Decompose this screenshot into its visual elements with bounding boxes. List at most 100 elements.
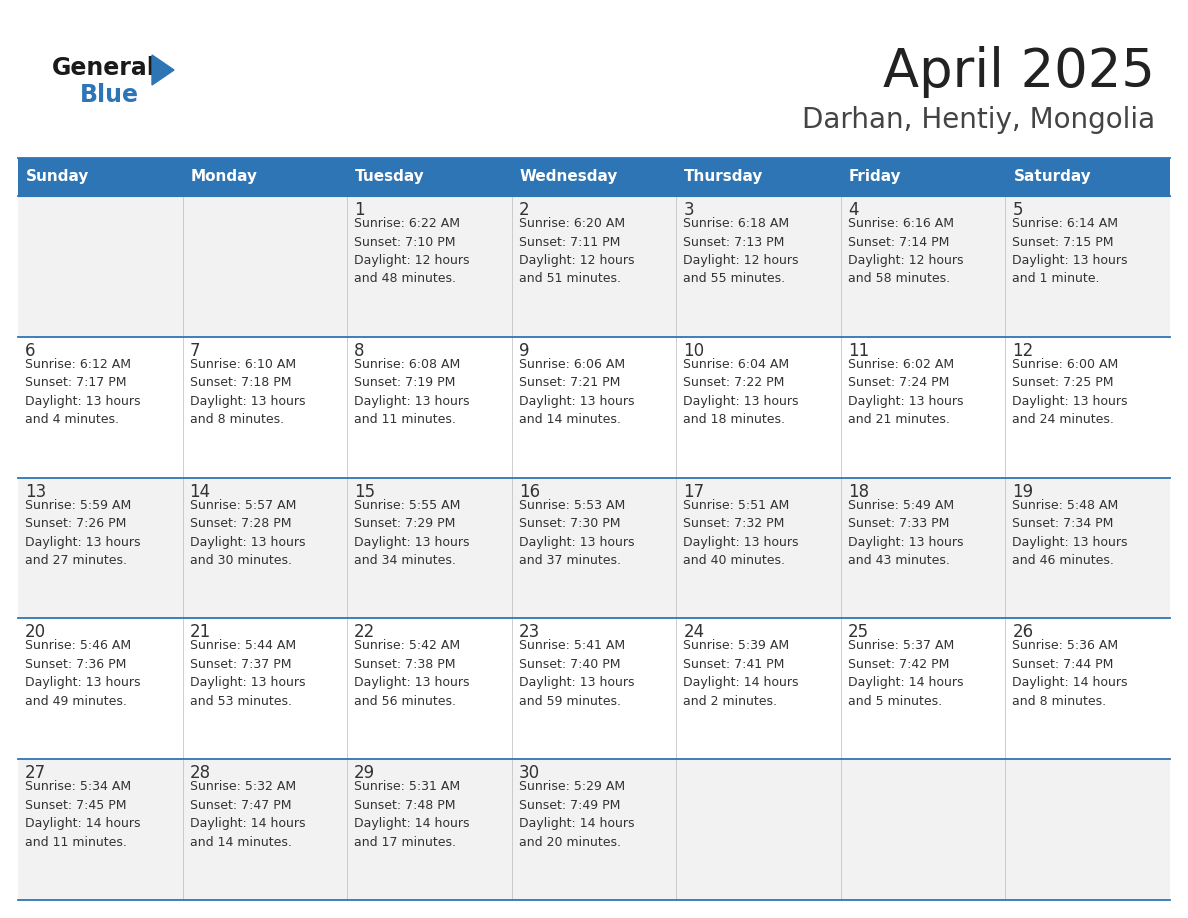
Text: 1: 1: [354, 201, 365, 219]
Text: 17: 17: [683, 483, 704, 500]
Text: Sunrise: 5:41 AM
Sunset: 7:40 PM
Daylight: 13 hours
and 59 minutes.: Sunrise: 5:41 AM Sunset: 7:40 PM Dayligh…: [519, 640, 634, 708]
Bar: [347, 196, 512, 337]
Text: 18: 18: [848, 483, 868, 500]
Text: 5: 5: [1012, 201, 1023, 219]
Bar: [183, 196, 347, 337]
Text: Saturday: Saturday: [1013, 170, 1092, 185]
Text: Sunrise: 6:14 AM
Sunset: 7:15 PM
Daylight: 13 hours
and 1 minute.: Sunrise: 6:14 AM Sunset: 7:15 PM Dayligh…: [1012, 217, 1127, 285]
Bar: [18, 337, 183, 477]
Bar: [841, 158, 1005, 196]
Bar: [676, 158, 841, 196]
Text: Sunrise: 6:08 AM
Sunset: 7:19 PM
Daylight: 13 hours
and 11 minutes.: Sunrise: 6:08 AM Sunset: 7:19 PM Dayligh…: [354, 358, 469, 426]
Text: Sunrise: 5:53 AM
Sunset: 7:30 PM
Daylight: 13 hours
and 37 minutes.: Sunrise: 5:53 AM Sunset: 7:30 PM Dayligh…: [519, 498, 634, 567]
Text: 20: 20: [25, 623, 46, 642]
Text: Sunrise: 5:34 AM
Sunset: 7:45 PM
Daylight: 14 hours
and 11 minutes.: Sunrise: 5:34 AM Sunset: 7:45 PM Dayligh…: [25, 780, 140, 849]
Text: Sunrise: 6:02 AM
Sunset: 7:24 PM
Daylight: 13 hours
and 21 minutes.: Sunrise: 6:02 AM Sunset: 7:24 PM Dayligh…: [848, 358, 963, 426]
Bar: [347, 337, 512, 477]
Bar: [18, 759, 183, 900]
Text: Sunrise: 6:06 AM
Sunset: 7:21 PM
Daylight: 13 hours
and 14 minutes.: Sunrise: 6:06 AM Sunset: 7:21 PM Dayligh…: [519, 358, 634, 426]
Text: 7: 7: [190, 341, 200, 360]
Text: 29: 29: [354, 764, 375, 782]
Bar: [512, 196, 676, 337]
Polygon shape: [152, 55, 173, 85]
Bar: [841, 196, 1005, 337]
Text: Tuesday: Tuesday: [355, 170, 425, 185]
Bar: [1005, 477, 1170, 619]
Text: Sunrise: 5:44 AM
Sunset: 7:37 PM
Daylight: 13 hours
and 53 minutes.: Sunrise: 5:44 AM Sunset: 7:37 PM Dayligh…: [190, 640, 305, 708]
Text: Sunrise: 5:42 AM
Sunset: 7:38 PM
Daylight: 13 hours
and 56 minutes.: Sunrise: 5:42 AM Sunset: 7:38 PM Dayligh…: [354, 640, 469, 708]
Text: Thursday: Thursday: [684, 170, 764, 185]
Text: Sunrise: 6:00 AM
Sunset: 7:25 PM
Daylight: 13 hours
and 24 minutes.: Sunrise: 6:00 AM Sunset: 7:25 PM Dayligh…: [1012, 358, 1127, 426]
Text: Friday: Friday: [849, 170, 902, 185]
Text: Sunrise: 6:16 AM
Sunset: 7:14 PM
Daylight: 12 hours
and 58 minutes.: Sunrise: 6:16 AM Sunset: 7:14 PM Dayligh…: [848, 217, 963, 285]
Text: Sunrise: 5:55 AM
Sunset: 7:29 PM
Daylight: 13 hours
and 34 minutes.: Sunrise: 5:55 AM Sunset: 7:29 PM Dayligh…: [354, 498, 469, 567]
Text: Sunrise: 5:49 AM
Sunset: 7:33 PM
Daylight: 13 hours
and 43 minutes.: Sunrise: 5:49 AM Sunset: 7:33 PM Dayligh…: [848, 498, 963, 567]
Text: Monday: Monday: [190, 170, 258, 185]
Text: 27: 27: [25, 764, 46, 782]
Text: Sunrise: 5:29 AM
Sunset: 7:49 PM
Daylight: 14 hours
and 20 minutes.: Sunrise: 5:29 AM Sunset: 7:49 PM Dayligh…: [519, 780, 634, 849]
Bar: [183, 619, 347, 759]
Bar: [841, 619, 1005, 759]
Text: 23: 23: [519, 623, 541, 642]
Bar: [183, 477, 347, 619]
Text: Darhan, Hentiy, Mongolia: Darhan, Hentiy, Mongolia: [802, 106, 1155, 134]
Text: Sunrise: 5:39 AM
Sunset: 7:41 PM
Daylight: 14 hours
and 2 minutes.: Sunrise: 5:39 AM Sunset: 7:41 PM Dayligh…: [683, 640, 798, 708]
Text: 16: 16: [519, 483, 539, 500]
Bar: [18, 619, 183, 759]
Bar: [347, 477, 512, 619]
Bar: [347, 158, 512, 196]
Bar: [841, 759, 1005, 900]
Bar: [512, 759, 676, 900]
Text: Sunrise: 6:10 AM
Sunset: 7:18 PM
Daylight: 13 hours
and 8 minutes.: Sunrise: 6:10 AM Sunset: 7:18 PM Dayligh…: [190, 358, 305, 426]
Bar: [183, 158, 347, 196]
Text: 6: 6: [25, 341, 36, 360]
Bar: [183, 337, 347, 477]
Bar: [676, 759, 841, 900]
Text: 19: 19: [1012, 483, 1034, 500]
Text: 26: 26: [1012, 623, 1034, 642]
Bar: [676, 477, 841, 619]
Bar: [841, 477, 1005, 619]
Text: 24: 24: [683, 623, 704, 642]
Bar: [841, 337, 1005, 477]
Text: 14: 14: [190, 483, 210, 500]
Text: Sunrise: 5:48 AM
Sunset: 7:34 PM
Daylight: 13 hours
and 46 minutes.: Sunrise: 5:48 AM Sunset: 7:34 PM Dayligh…: [1012, 498, 1127, 567]
Text: 22: 22: [354, 623, 375, 642]
Text: 11: 11: [848, 341, 870, 360]
Bar: [676, 196, 841, 337]
Bar: [1005, 619, 1170, 759]
Bar: [512, 158, 676, 196]
Text: 25: 25: [848, 623, 868, 642]
Text: Wednesday: Wednesday: [519, 170, 618, 185]
Text: Sunrise: 6:22 AM
Sunset: 7:10 PM
Daylight: 12 hours
and 48 minutes.: Sunrise: 6:22 AM Sunset: 7:10 PM Dayligh…: [354, 217, 469, 285]
Text: Sunrise: 6:12 AM
Sunset: 7:17 PM
Daylight: 13 hours
and 4 minutes.: Sunrise: 6:12 AM Sunset: 7:17 PM Dayligh…: [25, 358, 140, 426]
Text: Sunrise: 5:37 AM
Sunset: 7:42 PM
Daylight: 14 hours
and 5 minutes.: Sunrise: 5:37 AM Sunset: 7:42 PM Dayligh…: [848, 640, 963, 708]
Bar: [18, 196, 183, 337]
Text: 12: 12: [1012, 341, 1034, 360]
Bar: [347, 759, 512, 900]
Text: Sunrise: 5:51 AM
Sunset: 7:32 PM
Daylight: 13 hours
and 40 minutes.: Sunrise: 5:51 AM Sunset: 7:32 PM Dayligh…: [683, 498, 798, 567]
Text: 30: 30: [519, 764, 539, 782]
Text: Sunrise: 6:20 AM
Sunset: 7:11 PM
Daylight: 12 hours
and 51 minutes.: Sunrise: 6:20 AM Sunset: 7:11 PM Dayligh…: [519, 217, 634, 285]
Text: Sunday: Sunday: [26, 170, 89, 185]
Text: 10: 10: [683, 341, 704, 360]
Bar: [1005, 158, 1170, 196]
Bar: [1005, 759, 1170, 900]
Text: Sunrise: 6:18 AM
Sunset: 7:13 PM
Daylight: 12 hours
and 55 minutes.: Sunrise: 6:18 AM Sunset: 7:13 PM Dayligh…: [683, 217, 798, 285]
Text: 15: 15: [354, 483, 375, 500]
Text: 4: 4: [848, 201, 859, 219]
Bar: [1005, 196, 1170, 337]
Text: 3: 3: [683, 201, 694, 219]
Bar: [18, 477, 183, 619]
Bar: [676, 619, 841, 759]
Text: General: General: [52, 56, 156, 80]
Text: Sunrise: 6:04 AM
Sunset: 7:22 PM
Daylight: 13 hours
and 18 minutes.: Sunrise: 6:04 AM Sunset: 7:22 PM Dayligh…: [683, 358, 798, 426]
Text: 2: 2: [519, 201, 530, 219]
Text: Sunrise: 5:57 AM
Sunset: 7:28 PM
Daylight: 13 hours
and 30 minutes.: Sunrise: 5:57 AM Sunset: 7:28 PM Dayligh…: [190, 498, 305, 567]
Bar: [183, 759, 347, 900]
Text: Sunrise: 5:36 AM
Sunset: 7:44 PM
Daylight: 14 hours
and 8 minutes.: Sunrise: 5:36 AM Sunset: 7:44 PM Dayligh…: [1012, 640, 1127, 708]
Text: Sunrise: 5:59 AM
Sunset: 7:26 PM
Daylight: 13 hours
and 27 minutes.: Sunrise: 5:59 AM Sunset: 7:26 PM Dayligh…: [25, 498, 140, 567]
Bar: [347, 619, 512, 759]
Text: 8: 8: [354, 341, 365, 360]
Bar: [1005, 337, 1170, 477]
